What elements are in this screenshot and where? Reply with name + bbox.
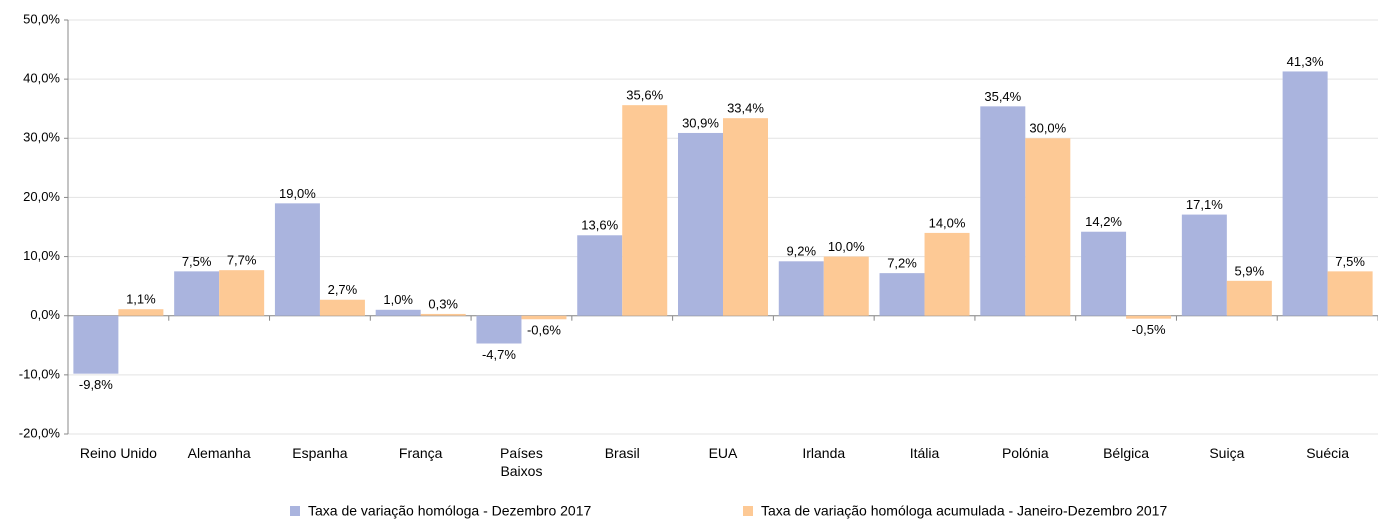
bar <box>73 315 119 374</box>
legend-label: Taxa de variação homóloga - Dezembro 201… <box>308 503 591 519</box>
x-tick-label: Alemanha <box>187 445 251 461</box>
value-label: 10,0% <box>828 239 865 254</box>
value-label: 14,2% <box>1085 214 1122 229</box>
value-label: -9,8% <box>79 377 113 392</box>
bar <box>274 203 320 316</box>
bar <box>879 273 925 316</box>
bar <box>980 106 1026 316</box>
bar <box>174 271 220 316</box>
value-label: 41,3% <box>1287 54 1324 69</box>
value-label: 33,4% <box>727 101 764 116</box>
value-label: 19,0% <box>279 186 316 201</box>
value-label: 30,9% <box>682 115 719 130</box>
bar <box>521 315 567 320</box>
bar <box>1282 71 1328 316</box>
x-tick-label: Suécia <box>1306 445 1350 461</box>
y-tick-label: -10,0% <box>19 366 61 381</box>
bar <box>1327 271 1373 316</box>
bar <box>1181 214 1227 316</box>
bar <box>1226 280 1272 316</box>
x-tick-label: Itália <box>909 445 940 461</box>
value-label: 35,6% <box>626 88 663 103</box>
bar <box>1126 315 1172 319</box>
bar <box>678 132 723 316</box>
x-tick-label: Reino Unido <box>79 445 157 461</box>
bar <box>778 261 824 316</box>
bar <box>118 309 164 316</box>
bar <box>577 235 623 316</box>
bar <box>319 299 365 316</box>
bar <box>1081 231 1127 316</box>
legend-swatch <box>290 506 300 516</box>
bar <box>420 313 466 316</box>
value-label: 7,5% <box>1335 254 1365 269</box>
value-label: 1,1% <box>126 292 156 307</box>
bar <box>723 118 768 316</box>
value-label: -4,7% <box>482 347 516 362</box>
y-tick-label: 10,0% <box>23 248 60 263</box>
value-label: 0,3% <box>428 296 458 311</box>
bar <box>622 105 668 316</box>
bar <box>219 270 265 316</box>
y-tick-label: 40,0% <box>23 71 60 86</box>
x-tick-label: Suiça <box>1209 445 1245 461</box>
bar <box>1025 138 1071 316</box>
value-label: 2,7% <box>328 282 358 297</box>
value-label: 7,2% <box>887 256 917 271</box>
legend-swatch <box>743 506 753 516</box>
bar <box>823 256 869 316</box>
y-tick-label: 0,0% <box>30 307 60 322</box>
x-tick-label: Polónia <box>1001 445 1049 461</box>
value-label: -0,6% <box>527 323 561 338</box>
bar <box>375 309 421 316</box>
x-tick-label: Brasil <box>604 445 640 461</box>
y-tick-label: 20,0% <box>23 189 60 204</box>
value-label: 1,0% <box>383 292 413 307</box>
legend-label: Taxa de variação homóloga acumulada - Ja… <box>761 503 1167 519</box>
value-label: 7,7% <box>227 253 257 268</box>
x-tick-label: Irlanda <box>802 445 846 461</box>
x-tick-label: Países Baixos <box>500 445 543 479</box>
value-label: 5,9% <box>1235 263 1265 278</box>
x-tick-label: EUA <box>708 445 738 461</box>
value-label: 35,4% <box>984 89 1021 104</box>
value-label: 17,1% <box>1186 197 1223 212</box>
x-tick-label: Bélgica <box>1103 445 1150 461</box>
x-tick-label: Espanha <box>292 445 348 461</box>
value-label: 30,0% <box>1029 121 1066 136</box>
y-tick-label: -20,0% <box>19 425 61 440</box>
y-tick-label: 50,0% <box>23 11 60 26</box>
bar <box>924 232 970 316</box>
value-label: 9,2% <box>786 244 816 259</box>
value-label: -0,5% <box>1132 322 1166 337</box>
x-tick-label: França <box>398 445 443 461</box>
value-label: 14,0% <box>929 215 966 230</box>
value-label: 7,5% <box>182 254 212 269</box>
y-tick-label: 30,0% <box>23 130 60 145</box>
value-label: 13,6% <box>581 218 618 233</box>
bar <box>476 315 522 344</box>
